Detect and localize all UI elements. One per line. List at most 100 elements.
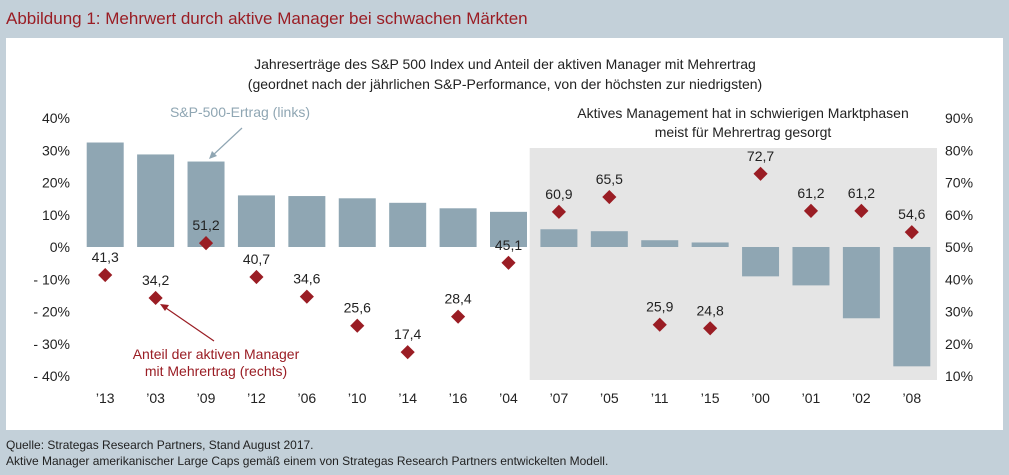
bar	[893, 247, 931, 367]
bar	[187, 161, 225, 247]
bar	[842, 247, 880, 319]
x-tick-label: ’02	[852, 390, 871, 406]
bar	[338, 198, 376, 247]
marker	[602, 189, 617, 205]
x-tick-label: ’14	[398, 390, 417, 406]
marker-label: 34,6	[293, 271, 320, 287]
marker	[854, 203, 869, 218]
y-right-tick-label: 30%	[945, 304, 973, 320]
x-tick-label: ’05	[600, 390, 619, 406]
marker-label: 61,2	[797, 185, 824, 201]
marker	[148, 290, 163, 306]
x-tick-label: ’12	[247, 390, 266, 406]
marker	[904, 225, 919, 240]
bar	[540, 229, 578, 247]
marker-label: 72,7	[747, 148, 774, 164]
chart-title-line-2: (geordnet nach der jährlichen S&P-Perfor…	[248, 76, 762, 92]
shaded-caption-line-2: meist für Mehrertrag gesorgt	[655, 124, 832, 140]
marker-label: 65,5	[596, 171, 623, 187]
y-right-tick-label: 40%	[945, 271, 973, 287]
x-tick-label: ’15	[701, 390, 720, 406]
x-tick-label: ’10	[348, 390, 367, 406]
bar-callout-arrow-line	[211, 127, 243, 157]
bar	[288, 196, 326, 247]
marker-label: 25,9	[646, 299, 673, 315]
x-tick-label: ’01	[802, 390, 821, 406]
marker	[350, 318, 365, 333]
y-left-tick-label: 40%	[42, 110, 70, 126]
marker-label: 41,3	[92, 249, 119, 265]
chart-title-line-1: Jahreserträge des S&P 500 Index und Ante…	[254, 56, 756, 72]
bar	[641, 240, 679, 247]
marker	[249, 269, 264, 285]
y-right-tick-label: 80%	[945, 142, 973, 158]
bar-callout-arrowhead	[209, 151, 217, 159]
marker-label: 54,6	[898, 206, 925, 222]
y-right-tick-label: 20%	[945, 336, 973, 352]
x-tick-label: ’03	[146, 390, 165, 406]
y-left-tick-label: 10%	[42, 207, 70, 223]
marker-callout-label-line-2: mit Mehrertrag (rechts)	[145, 363, 287, 379]
marker-label: 17,4	[394, 326, 421, 342]
x-tick-label: ’04	[499, 390, 518, 406]
x-tick-label: ’06	[298, 390, 317, 406]
x-tick-label: ’09	[197, 390, 216, 406]
bar	[137, 154, 175, 247]
marker	[803, 203, 819, 218]
marker	[400, 345, 415, 360]
marker-label: 28,4	[444, 291, 471, 307]
shaded-caption-line-1: Aktives Management hat in schwierigen Ma…	[577, 105, 909, 121]
x-tick-label: ’16	[449, 390, 468, 406]
bar	[742, 247, 780, 277]
y-left-tick-label: - 40%	[33, 368, 70, 384]
y-left-tick-label: 20%	[42, 175, 70, 191]
source-line-2: Aktive Manager amerikanischer Large Caps…	[6, 454, 609, 468]
chart-svg: Jahreserträge des S&P 500 Index und Ante…	[33, 56, 973, 406]
marker	[501, 255, 516, 270]
bar	[86, 142, 124, 247]
marker	[753, 166, 768, 181]
marker	[98, 267, 113, 283]
marker	[703, 321, 718, 336]
marker-label: 40,7	[243, 251, 270, 267]
chart-panel: Jahreserträge des S&P 500 Index und Ante…	[6, 38, 1003, 430]
marker-label: 61,2	[848, 185, 875, 201]
x-tick-label: ’11	[651, 390, 669, 406]
bar	[590, 231, 628, 247]
x-tick-label: ’07	[550, 390, 569, 406]
marker-label: 34,2	[142, 272, 169, 288]
source-line-1: Quelle: Strategas Research Partners, Sta…	[6, 438, 314, 452]
marker	[198, 236, 214, 251]
marker-label: 24,8	[697, 302, 724, 318]
y-left-tick-label: - 30%	[33, 336, 70, 352]
y-right-tick-label: 70%	[945, 175, 973, 191]
marker-label: 25,6	[344, 300, 371, 316]
y-right-tick-label: 90%	[945, 110, 973, 126]
marker	[299, 289, 314, 304]
x-tick-label: ’00	[751, 390, 770, 406]
bar	[792, 247, 830, 286]
marker-label: 60,9	[545, 186, 572, 202]
y-left-tick-label: - 10%	[33, 271, 70, 287]
x-tick-label: ’13	[96, 390, 115, 406]
bar	[691, 242, 729, 247]
y-left-tick-label: - 20%	[33, 304, 70, 320]
y-right-tick-label: 50%	[945, 239, 973, 255]
marker-label: 51,2	[192, 217, 219, 233]
y-left-tick-label: 0%	[50, 239, 70, 255]
bar	[490, 211, 527, 247]
y-left-tick-label: 30%	[42, 142, 70, 158]
bar	[439, 208, 477, 247]
marker	[551, 204, 566, 219]
marker-label: 45,1	[495, 237, 522, 253]
marker	[652, 317, 667, 332]
y-right-tick-label: 60%	[945, 207, 973, 223]
marker	[451, 309, 466, 324]
x-tick-label: ’08	[902, 390, 921, 406]
bar	[237, 195, 275, 247]
marker-callout-label-line-1: Anteil der aktiven Manager	[133, 346, 300, 362]
y-right-tick-label: 10%	[945, 368, 973, 384]
marker-callout-arrowhead	[160, 304, 169, 311]
bar	[389, 202, 427, 247]
